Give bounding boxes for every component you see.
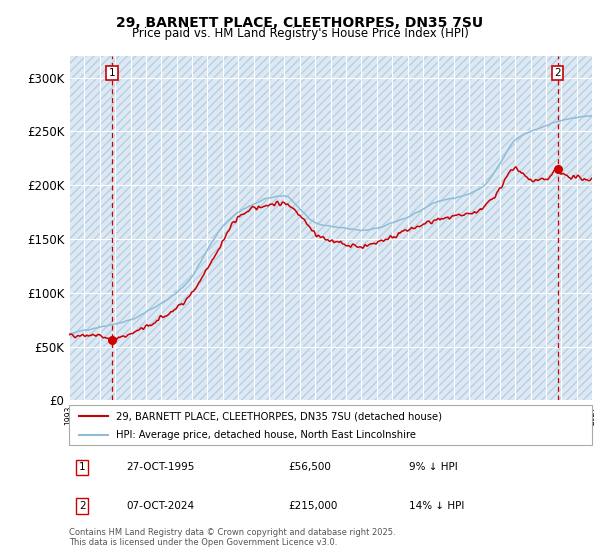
Text: 29, BARNETT PLACE, CLEETHORPES, DN35 7SU (detached house): 29, BARNETT PLACE, CLEETHORPES, DN35 7SU…: [116, 411, 442, 421]
Text: 1: 1: [79, 463, 85, 473]
Text: 1: 1: [109, 68, 115, 78]
Text: Price paid vs. HM Land Registry's House Price Index (HPI): Price paid vs. HM Land Registry's House …: [131, 27, 469, 40]
Text: 14% ↓ HPI: 14% ↓ HPI: [409, 501, 464, 511]
Text: £56,500: £56,500: [289, 463, 332, 473]
Text: Contains HM Land Registry data © Crown copyright and database right 2025.
This d: Contains HM Land Registry data © Crown c…: [69, 528, 395, 547]
Text: 27-OCT-1995: 27-OCT-1995: [127, 463, 195, 473]
Text: 07-OCT-2024: 07-OCT-2024: [127, 501, 194, 511]
Text: HPI: Average price, detached house, North East Lincolnshire: HPI: Average price, detached house, Nort…: [116, 430, 416, 440]
Text: £215,000: £215,000: [289, 501, 338, 511]
Text: 2: 2: [554, 68, 561, 78]
Text: 29, BARNETT PLACE, CLEETHORPES, DN35 7SU: 29, BARNETT PLACE, CLEETHORPES, DN35 7SU: [116, 16, 484, 30]
Text: 2: 2: [79, 501, 85, 511]
Text: 9% ↓ HPI: 9% ↓ HPI: [409, 463, 458, 473]
